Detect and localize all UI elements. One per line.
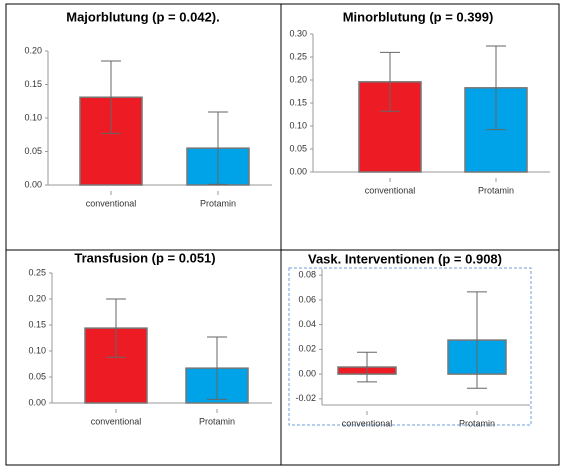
y-tick-label: 0.15 [24,79,42,89]
x-tick-label: Protamin [478,185,514,195]
y-tick-label: 0.04 [298,319,316,329]
y-tick-label: -0.02 [295,393,316,403]
y-tick-label: 0.00 [24,179,42,189]
x-tick-label: conventional [91,416,142,426]
y-tick-label: 0.20 [28,293,46,303]
table-border [5,3,560,466]
y-tick-label: 0.05 [24,146,42,156]
y-tick-label: 0.00 [298,368,316,378]
y-tick-label: 0.06 [298,294,316,304]
y-tick-label: 0.25 [289,51,307,61]
y-tick-label: 0.00 [289,166,307,176]
x-tick-label: Protamin [199,416,235,426]
y-tick-label: 0.30 [289,28,307,38]
y-tick-label: 0.25 [28,267,46,277]
y-tick-label: 0.15 [289,97,307,107]
chart-title: Transfusion (p = 0.051) [74,250,215,265]
y-tick-label: 0.08 [298,270,316,280]
x-tick-label: Protamin [459,418,495,428]
x-tick-label: conventional [342,418,393,428]
y-tick-label: 0.20 [24,45,42,55]
y-tick-label: 0.02 [298,344,316,354]
chart-title: Majorblutung (p = 0.042). [66,9,220,24]
y-tick-label: 0.10 [28,345,46,355]
selection-box [288,267,532,426]
y-tick-label: 0.05 [28,371,46,381]
x-tick-label: conventional [365,185,416,195]
y-tick-label: 0.15 [28,319,46,329]
chart-title: Minorblutung (p = 0.399) [343,9,494,24]
y-tick-label: 0.05 [289,143,307,153]
x-tick-label: conventional [86,198,137,208]
y-tick-label: 0.00 [28,397,46,407]
x-tick-label: Protamin [200,198,236,208]
y-tick-label: 0.10 [24,112,42,122]
y-tick-label: 0.10 [289,120,307,130]
y-tick-label: 0.20 [289,74,307,84]
chart-title: Vask. Interventionen (p = 0.908) [308,251,502,266]
